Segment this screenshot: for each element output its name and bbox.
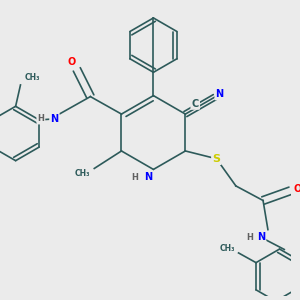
Text: N: N xyxy=(50,114,59,124)
Text: H: H xyxy=(246,233,253,242)
Text: N: N xyxy=(145,172,153,182)
Text: N: N xyxy=(216,89,224,99)
Text: CH₃: CH₃ xyxy=(75,169,90,178)
Text: S: S xyxy=(212,154,220,164)
Text: H: H xyxy=(38,114,44,123)
Text: CH₃: CH₃ xyxy=(24,73,40,82)
Text: O: O xyxy=(68,57,76,67)
Text: CH₃: CH₃ xyxy=(219,244,235,253)
Text: N: N xyxy=(257,232,265,242)
Text: C: C xyxy=(192,99,199,109)
Text: H: H xyxy=(131,173,138,182)
Text: O: O xyxy=(294,184,300,194)
